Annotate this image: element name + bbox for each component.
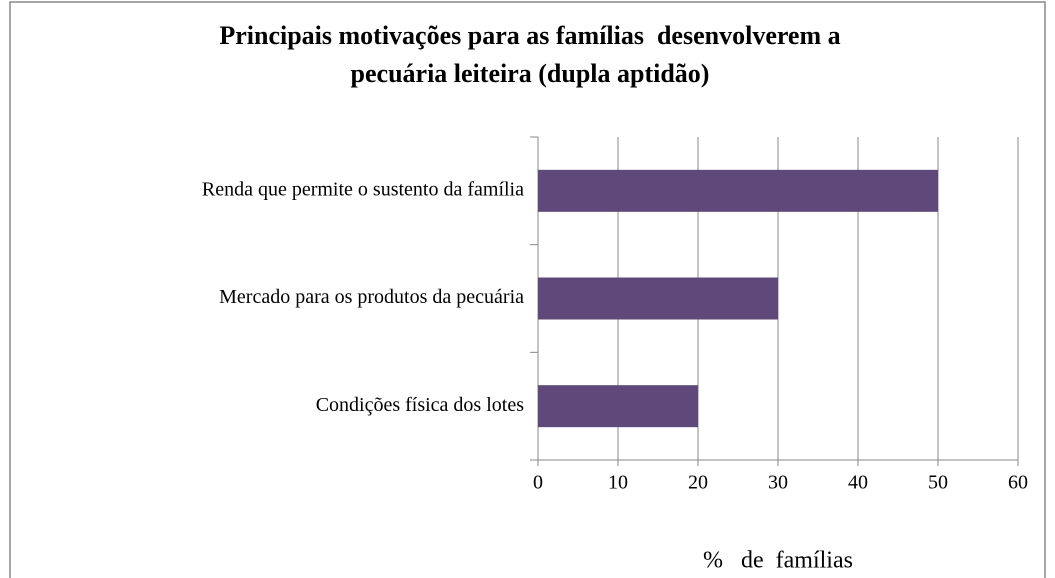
x-tick-label: 20: [688, 472, 708, 494]
x-axis-label: % de famílias: [703, 548, 853, 574]
x-tick-label: 0: [533, 472, 543, 494]
bar: [538, 169, 938, 212]
x-tick-label: 60: [1008, 472, 1028, 494]
y-tick-label: Renda que permite o sustento da família: [202, 178, 524, 200]
chart-title: pecuária leiteira (dupla aptidão): [351, 59, 710, 88]
chart-border: [9, 1, 1046, 578]
chart-title: Principais motivações para as famílias d…: [219, 21, 840, 50]
x-tick-label: 40: [848, 472, 868, 494]
x-tick-label: 30: [768, 472, 788, 494]
x-tick-label: 10: [608, 472, 628, 494]
y-tick-label: Mercado para os produtos da pecuária: [219, 286, 524, 308]
bar: [538, 385, 698, 428]
y-tick-label: Condições física dos lotes: [316, 394, 525, 416]
bar: [538, 277, 778, 320]
x-tick-label: 50: [928, 472, 948, 494]
